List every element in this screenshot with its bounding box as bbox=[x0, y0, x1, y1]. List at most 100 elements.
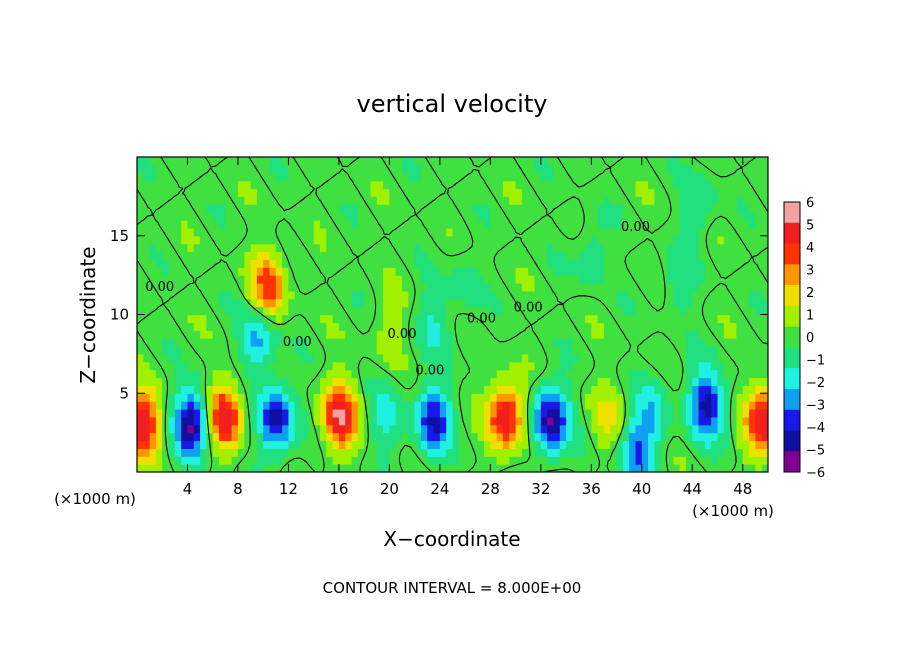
heat-cell bbox=[244, 464, 252, 472]
heat-cell bbox=[730, 385, 738, 394]
heat-cell bbox=[212, 314, 220, 323]
heat-cell bbox=[673, 401, 681, 410]
heat-cell bbox=[667, 330, 674, 339]
heat-cell bbox=[433, 157, 441, 166]
heat-cell bbox=[212, 361, 220, 371]
x-tick-label: 44 bbox=[683, 480, 702, 498]
heat-cell bbox=[250, 188, 258, 197]
heat-cell bbox=[137, 314, 144, 323]
heat-cell bbox=[610, 353, 618, 363]
heat-cell bbox=[231, 220, 239, 229]
heat-cell bbox=[427, 220, 435, 229]
heat-cell bbox=[502, 385, 510, 394]
heat-cell bbox=[685, 275, 693, 284]
heat-cell bbox=[294, 220, 302, 229]
heat-cell bbox=[742, 290, 750, 300]
heat-cell bbox=[231, 196, 239, 205]
heat-cell bbox=[648, 164, 656, 174]
heat-cell bbox=[301, 353, 308, 363]
heat-cell bbox=[458, 157, 466, 166]
heat-cell bbox=[509, 157, 517, 166]
heat-cell bbox=[755, 275, 763, 284]
heat-cell bbox=[338, 338, 346, 347]
heat-cell bbox=[395, 212, 403, 221]
heat-cell bbox=[547, 180, 555, 190]
heat-cell bbox=[383, 267, 390, 276]
heat-cell bbox=[692, 416, 700, 426]
heat-cell bbox=[490, 204, 498, 213]
heat-cell bbox=[231, 283, 239, 292]
heat-cell bbox=[200, 275, 208, 284]
heat-cell bbox=[402, 188, 409, 197]
heat-cell bbox=[452, 275, 460, 284]
heat-cell bbox=[395, 361, 403, 371]
heat-cell bbox=[471, 212, 479, 221]
colorbar-tick-label: 2 bbox=[806, 286, 814, 301]
heat-cell bbox=[420, 314, 428, 323]
heat-cell bbox=[742, 227, 750, 237]
heat-cell bbox=[648, 322, 656, 331]
heat-cell bbox=[502, 338, 510, 347]
heat-cell bbox=[225, 188, 233, 197]
heat-cell bbox=[723, 448, 731, 457]
heat-cell bbox=[698, 409, 706, 418]
heat-cell bbox=[717, 204, 725, 213]
heat-cell bbox=[458, 424, 466, 434]
heat-cell bbox=[471, 283, 479, 292]
heat-cell bbox=[673, 377, 681, 386]
heat-cell bbox=[496, 204, 504, 213]
heat-cell bbox=[711, 298, 719, 308]
heat-cell bbox=[458, 251, 466, 260]
heat-cell bbox=[502, 322, 510, 331]
heat-cell bbox=[193, 188, 201, 197]
heat-cell bbox=[616, 456, 624, 465]
heat-cell bbox=[414, 464, 422, 472]
heat-cell bbox=[269, 432, 277, 442]
heat-cell bbox=[307, 275, 315, 284]
heat-cell bbox=[635, 251, 643, 260]
heat-cell bbox=[515, 243, 523, 253]
heat-cell bbox=[244, 298, 252, 308]
heat-cell bbox=[528, 212, 536, 221]
heat-cell bbox=[244, 220, 252, 229]
heat-cell bbox=[502, 361, 510, 371]
heat-cell bbox=[414, 361, 422, 371]
heat-cell bbox=[351, 283, 359, 292]
heat-cell bbox=[502, 243, 510, 253]
heat-cell bbox=[667, 314, 674, 323]
heat-cell bbox=[364, 275, 372, 284]
heat-cell bbox=[225, 275, 233, 284]
heat-cell bbox=[566, 401, 573, 410]
heat-cell bbox=[585, 338, 592, 347]
heat-cell bbox=[433, 393, 441, 402]
heat-cell bbox=[408, 393, 416, 402]
heat-cell bbox=[704, 243, 712, 253]
heat-cell bbox=[679, 338, 687, 347]
heat-cell bbox=[345, 464, 353, 472]
heat-cell bbox=[282, 235, 290, 245]
heat-cell bbox=[749, 353, 756, 363]
contour-label: 0.00 bbox=[467, 311, 496, 326]
heat-cell bbox=[578, 235, 586, 245]
heat-cell bbox=[193, 401, 201, 410]
heat-cell bbox=[162, 235, 170, 245]
heat-cell bbox=[534, 314, 542, 323]
heat-cell bbox=[490, 267, 498, 276]
heat-cell bbox=[162, 251, 170, 260]
colorbar-tick-label: 0 bbox=[806, 331, 814, 346]
heat-cell bbox=[502, 164, 510, 174]
heat-cell bbox=[477, 196, 485, 205]
heat-cell bbox=[521, 267, 529, 276]
heat-cell bbox=[376, 409, 384, 418]
heat-cell bbox=[597, 157, 605, 166]
heat-cell bbox=[685, 212, 693, 221]
heat-cell bbox=[319, 416, 327, 426]
heat-cell bbox=[219, 290, 226, 300]
y-tick-label: 15 bbox=[110, 227, 129, 245]
heat-cell bbox=[256, 290, 264, 300]
heat-cell bbox=[408, 251, 416, 260]
heat-cell bbox=[206, 306, 214, 316]
heat-cell bbox=[338, 353, 346, 363]
heat-cell bbox=[181, 180, 189, 190]
heat-cell bbox=[730, 369, 738, 379]
